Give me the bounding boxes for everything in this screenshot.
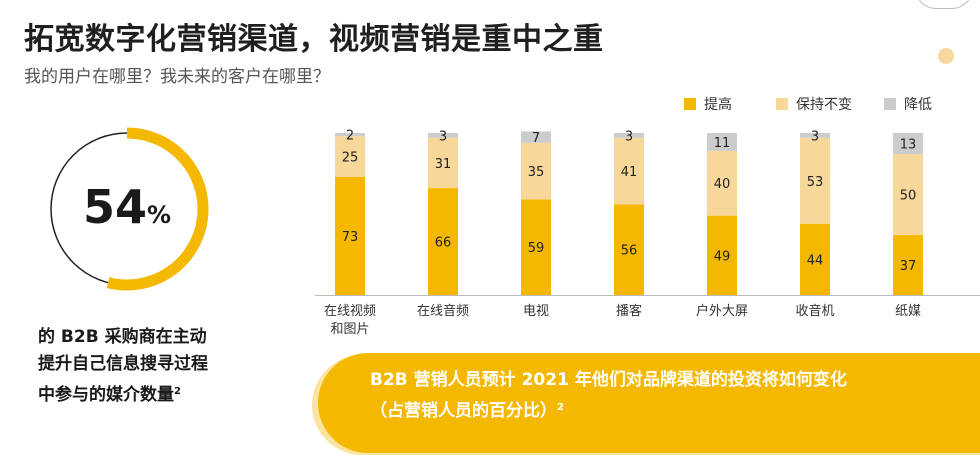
bar-segment-unchanged: [428, 137, 458, 189]
category-label: 纸媒: [895, 304, 921, 319]
bar-value-label: 11: [714, 136, 731, 151]
bar-segment-unchanged: [521, 142, 551, 200]
bar-segment-decrease: [428, 133, 458, 138]
category-label: 在线音频: [417, 303, 469, 319]
bar-value-label: 7: [532, 131, 540, 146]
bar-segment-decrease: [707, 133, 737, 151]
stat-ring: [50, 127, 209, 291]
banner-text: B2B 营销人员预计 2021 年他们对品牌渠道的投资将如何变化 （占营销人员的…: [370, 367, 847, 425]
stacked-bar-chart: 73252在线视频和图片66313在线音频59357电视56413播客49401…: [315, 129, 980, 337]
legend-swatch-decrease: [884, 98, 896, 110]
bar-value-label: 59: [528, 241, 545, 256]
bar-value-label: 2: [346, 129, 354, 144]
bar-segment-unchanged: [707, 150, 737, 216]
bar-segment-decrease: [521, 131, 551, 143]
stat-caption-line-3-text: 中参与的媒介数量: [38, 385, 174, 405]
stat-value: 54%: [40, 180, 214, 234]
page-title: 拓宽数字化营销渠道，视频营销是重中之重: [24, 22, 604, 57]
banner: B2B 营销人员预计 2021 年他们对品牌渠道的投资将如何变化 （占营销人员的…: [318, 353, 980, 453]
bar-value-label: 50: [900, 189, 917, 204]
bar-value-label: 3: [439, 129, 447, 144]
banner-line-2: （占营销人员的百分比）2: [370, 394, 847, 425]
bar-value-label: 56: [621, 244, 638, 259]
bar-segment-unchanged: [800, 137, 830, 224]
page-subtitle: 我的用户在哪里？我未来的客户在哪里？: [24, 67, 330, 87]
bar-value-label: 3: [811, 129, 819, 144]
stat-footnote: 2: [174, 386, 181, 397]
bar-value-label: 49: [714, 249, 731, 264]
stat-unit: %: [146, 201, 172, 229]
bar-segment-increase: [707, 215, 737, 295]
legend-item-unchanged: 保持不变: [776, 94, 852, 114]
decorative-arc: [915, 0, 973, 9]
bar-segment-unchanged: [614, 137, 644, 205]
bar-value-label: 40: [714, 177, 731, 192]
banner-line-2-text: （占营销人员的百分比）: [370, 401, 557, 421]
legend-item-increase: 提高: [684, 94, 732, 114]
bar-segment-decrease: [800, 133, 830, 138]
bar-segment-decrease: [614, 133, 644, 138]
bar-value-label: 44: [807, 253, 824, 268]
bar-value-label: 53: [807, 175, 824, 190]
stat-caption-line-2: 提升自己信息搜寻过程: [38, 354, 208, 374]
banner-footnote: 2: [557, 402, 564, 413]
legend-label-increase: 提高: [704, 97, 732, 113]
bar-segment-increase: [335, 176, 365, 295]
stat-number: 54: [82, 180, 147, 234]
category-label: 电视: [523, 304, 549, 319]
legend-swatch-unchanged: [776, 98, 788, 110]
bar-value-label: 41: [621, 165, 638, 180]
category-label: 在线视频: [324, 304, 376, 319]
bar-segment-increase: [521, 199, 551, 295]
legend-label-decrease: 降低: [904, 97, 932, 113]
bar-value-label: 37: [900, 259, 917, 274]
bar-segment-unchanged: [335, 136, 365, 177]
stat-caption-line-1: 的 B2B 采购商在主动: [38, 327, 207, 347]
bar-segment-decrease: [893, 133, 923, 155]
bar-value-label: 35: [528, 165, 545, 180]
legend-item-decrease: 降低: [884, 94, 932, 114]
bar-segment-increase: [893, 235, 923, 295]
category-label: 和图片: [330, 322, 369, 337]
decorative-dot: [938, 48, 954, 64]
bar-segment-unchanged: [893, 154, 923, 236]
bar-segment-increase: [614, 204, 644, 295]
category-label: 播客: [616, 303, 642, 319]
bar-value-label: 3: [625, 129, 633, 144]
bar-value-label: 25: [342, 150, 359, 165]
stat-caption-line-3: 中参与的媒介数量2: [38, 378, 288, 409]
category-label: 户外大屏: [696, 303, 748, 319]
bar-value-label: 66: [435, 236, 452, 251]
category-label: 收音机: [795, 303, 834, 319]
bar-segment-increase: [428, 188, 458, 295]
bar-value-label: 31: [435, 157, 452, 172]
bar-value-label: 13: [900, 138, 917, 153]
legend-label-unchanged: 保持不变: [796, 97, 852, 113]
legend-swatch-increase: [684, 98, 696, 110]
bar-segment-increase: [800, 223, 830, 295]
stat-caption: 的 B2B 采购商在主动 提升自己信息搜寻过程 中参与的媒介数量2: [38, 324, 288, 409]
stat-ring-progress: [106, 127, 209, 291]
banner-line-1: B2B 营销人员预计 2021 年他们对品牌渠道的投资将如何变化: [370, 370, 847, 390]
bar-segment-decrease: [335, 133, 365, 137]
bar-value-label: 73: [342, 230, 359, 245]
